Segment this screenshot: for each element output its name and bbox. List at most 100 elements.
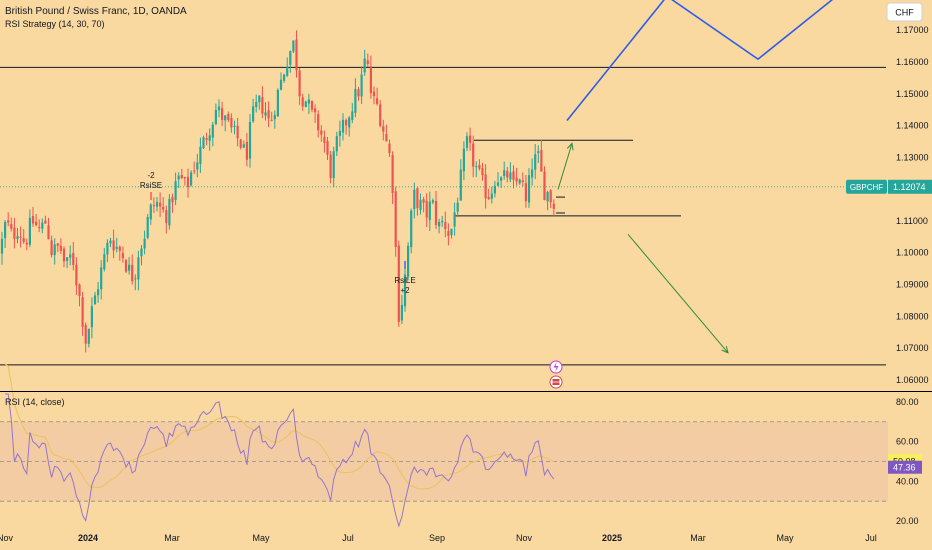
price-tick-label: 1.10000 [896,248,929,258]
candle [487,188,490,200]
candle [552,199,555,217]
candle [72,241,75,271]
candle [143,230,146,255]
candle [354,78,357,118]
candle [208,128,211,151]
rsi-value-badge: 47.36 [888,460,922,474]
time-tick-label: Jul [865,533,877,543]
candle [472,135,475,178]
candle [78,283,81,307]
candle [329,150,332,184]
candle [115,237,118,253]
time-tick-label: Mar [164,533,180,543]
down-arrow [627,233,729,354]
candle [335,131,338,157]
rsi-tick-label: 60.00 [896,437,919,447]
candle [413,182,416,219]
candle [481,162,484,181]
candle [450,228,453,239]
candle [236,118,239,147]
candle [186,168,190,198]
horizontal-levels [0,66,888,366]
candle [469,127,472,151]
candle [276,88,279,118]
candle [84,322,87,353]
candle [224,114,227,132]
rsi-tick-label: 80.00 [896,397,919,407]
candle [357,86,360,101]
candle [376,87,379,106]
candle [447,223,450,246]
candle [391,151,394,204]
candle [388,139,391,157]
candle [279,72,283,91]
candle [165,205,168,234]
time-axis: Nov 2024 Mar May Jul Sep Nov 2025 Mar May Jul [0,533,877,543]
candle [509,162,512,183]
candle [317,110,320,138]
candles [0,30,555,353]
candle [90,297,93,339]
candle [196,153,199,178]
candle [348,115,351,137]
candle [245,132,248,167]
candle [456,197,459,218]
candle [177,172,180,189]
candle [261,86,264,118]
candle [159,192,162,217]
candle [345,118,348,135]
time-tick-label: Mar [690,533,706,543]
candle [500,176,503,188]
candle [540,139,543,172]
candle [103,247,106,272]
candle [47,217,50,240]
currency-button[interactable]: CHF [886,2,923,22]
candle [273,110,276,129]
candle [465,132,469,152]
candle [87,328,90,348]
candle [25,238,28,251]
candle [199,137,202,174]
candle [62,246,66,268]
candle [193,161,196,175]
candle [338,120,341,147]
candle [382,119,385,141]
candle [211,121,214,147]
candle [93,291,97,305]
candle [453,202,456,236]
price-tick-label: 1.06000 [896,375,929,385]
candle [28,209,31,248]
candle [128,256,131,275]
svg-text:RsiLE: RsiLE [394,276,415,285]
candle [512,165,515,189]
candle [124,258,128,274]
candle [242,140,245,148]
candle [4,220,7,248]
candle [369,55,372,99]
rsi-line [5,393,555,528]
candle [493,180,496,198]
candle [372,86,376,105]
price-tick-label: 1.09000 [896,280,929,290]
candle [323,130,326,153]
up-arrow [557,142,574,190]
candle [180,168,183,180]
strategy-label: RSI Strategy (14, 30, 70) [5,19,105,29]
candle [230,113,233,133]
flag-icon[interactable] [549,375,563,389]
candle [459,159,462,201]
candle [503,161,506,180]
candle [221,101,224,127]
candle [304,100,307,108]
candle [214,103,217,126]
candle [81,292,84,336]
candle [475,161,478,178]
candle [239,138,242,150]
candle [478,159,481,171]
lightning-icon[interactable] [549,360,563,374]
candle [397,240,400,327]
candle [286,57,289,77]
candle [363,49,366,76]
candle [403,267,407,312]
